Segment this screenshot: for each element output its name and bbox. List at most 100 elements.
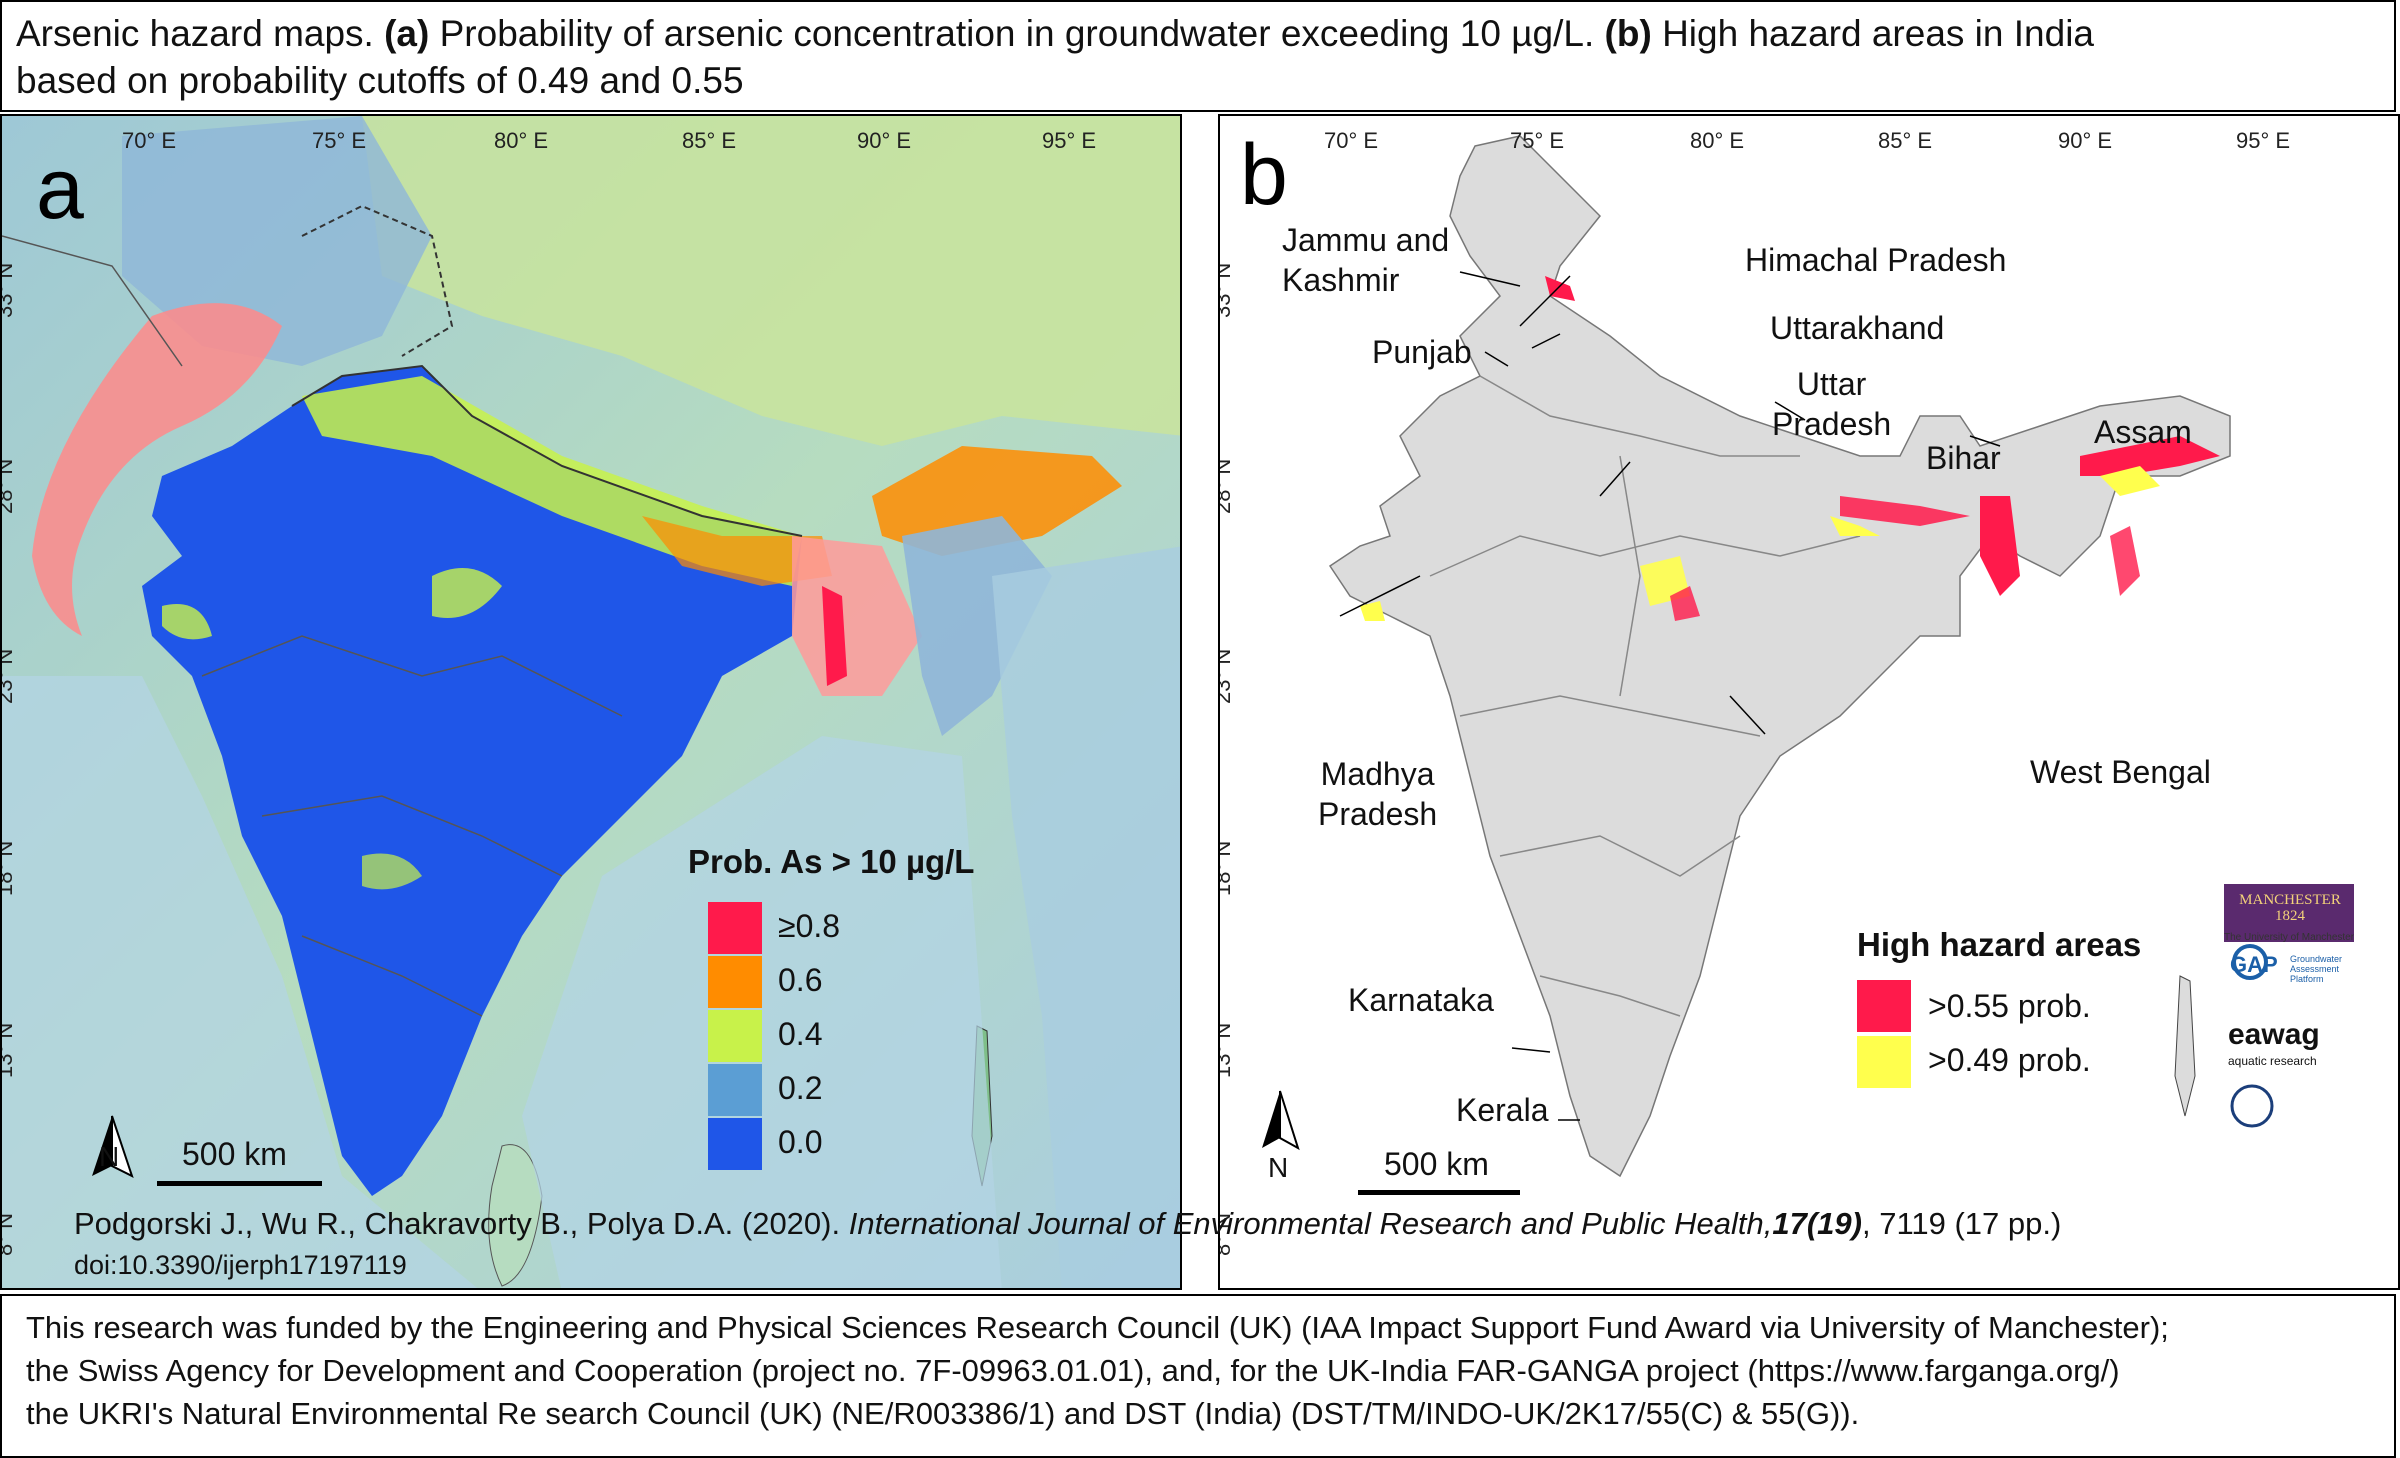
caption-b-text-1: High hazard areas in India xyxy=(1662,13,2094,54)
assam-valley xyxy=(872,446,1122,556)
north-label: N xyxy=(1268,1152,1289,1183)
legend-label: 0.6 xyxy=(778,962,823,998)
hazard-map-graphic xyxy=(1262,135,2354,1195)
label-bihar: Bihar xyxy=(1926,440,2001,476)
andaman-islands xyxy=(2174,975,2196,1117)
myanmar-region xyxy=(992,546,1180,1288)
legend-swatch xyxy=(1857,980,1911,1032)
citation-volume: 17(19) xyxy=(1772,1206,1862,1241)
leader-uttar-pradesh xyxy=(1599,461,1631,497)
lat-label: 28° N xyxy=(0,459,17,514)
lon-label: 95° E xyxy=(2236,128,2291,153)
caption-a-tag: (a) xyxy=(384,13,430,54)
caption-line-2: based on probability cutoffs of 0.49 and… xyxy=(16,60,744,101)
lat-label: 8° N xyxy=(0,1213,17,1256)
panel-a-letter: a xyxy=(36,141,84,237)
leader-madhya-pradesh xyxy=(1339,575,1421,617)
leader-assam xyxy=(1969,435,2001,447)
north-arrow-left xyxy=(92,1116,112,1176)
legend-swatch xyxy=(708,902,762,954)
legend-swatch xyxy=(708,1118,762,1170)
leader-karnataka xyxy=(1511,1047,1551,1053)
state-border xyxy=(1619,455,1641,697)
lon-label: 85° E xyxy=(1878,128,1933,153)
scale-bar xyxy=(1358,1190,1520,1195)
hazard-gujarat xyxy=(1360,601,1385,621)
panel-b-letter: b xyxy=(1240,127,1288,223)
leader-punjab xyxy=(1484,351,1509,367)
state-border-3 xyxy=(301,935,483,1017)
sri-lanka xyxy=(488,1144,543,1287)
bengal-delta xyxy=(792,536,922,696)
hazard-assam-yellow xyxy=(2100,466,2160,496)
gap-logo: GAP xyxy=(2230,952,2278,977)
label-jammu-kashmir: Jammu and Kashmir xyxy=(1282,222,1450,298)
state-border xyxy=(1539,975,1681,1017)
lat-label: 18° N xyxy=(0,841,17,896)
lon-label: 70° E xyxy=(1324,128,1379,153)
state-border xyxy=(1429,535,1861,577)
manchester-logo-year: 1824 xyxy=(2275,908,2305,924)
arabian-sea xyxy=(2,676,478,1288)
lon-label: 95° E xyxy=(1042,128,1097,153)
state-border-1 xyxy=(201,635,623,717)
caption-title: Arsenic hazard maps. xyxy=(16,13,374,54)
label-madhya-pradesh: Madhya Pradesh xyxy=(1318,756,1438,832)
himalaya-region xyxy=(122,116,432,366)
citation-journal: International Journal of Environmental R… xyxy=(848,1206,1773,1241)
lat-label: 28° N xyxy=(1218,459,1235,514)
footer-line: the UKRI's Natural Environmental Re sear… xyxy=(26,1396,1860,1431)
gap-logo-circle xyxy=(2232,944,2268,980)
lat-label: 23° N xyxy=(1218,649,1235,704)
state-border-2 xyxy=(261,795,563,877)
bihar-hotspot xyxy=(642,516,832,586)
lon-label: 70° E xyxy=(122,128,177,153)
manchester-logo-sub: The University of Manchester xyxy=(2224,932,2355,943)
north-arrow-left xyxy=(1262,1091,1280,1148)
hazard-bihar-yellow xyxy=(1830,516,1880,536)
gap-logo-sub: Groundwater Assessment Platform xyxy=(2290,954,2343,984)
legend-label: 0.4 xyxy=(778,1016,823,1052)
label-assam: Assam xyxy=(2094,414,2192,450)
legend-swatch xyxy=(708,1064,762,1116)
lon-label: 85° E xyxy=(682,128,737,153)
label-west-bengal: West Bengal xyxy=(2030,754,2211,790)
manchester-logo: MANCHESTER 1824 xyxy=(2228,892,2352,924)
northeast-hills xyxy=(902,516,1052,736)
citation-authors: Podgorski J., Wu R., Chakravorty B., Pol… xyxy=(74,1206,849,1241)
legend-label: 0.2 xyxy=(778,1070,823,1106)
hazard-west-bengal xyxy=(1980,496,2020,596)
manchester-logo-text: MANCHESTER xyxy=(2239,892,2341,908)
hazard-jk xyxy=(1545,276,1575,301)
tibet-region xyxy=(362,116,1180,446)
state-border xyxy=(1459,695,1761,737)
state-border xyxy=(1499,835,1741,877)
label-uttarakhand: Uttarakhand xyxy=(1770,310,1945,346)
footer-line: This research was funded by the Engineer… xyxy=(26,1310,2169,1345)
legend-swatch xyxy=(708,956,762,1008)
north-label: N xyxy=(99,1141,120,1172)
label-kerala: Kerala xyxy=(1456,1092,1549,1128)
eawag-logo-sub: aquatic research xyxy=(2228,1054,2317,1068)
leader-jk xyxy=(1459,271,1521,287)
scale-label: 500 km xyxy=(1384,1146,1489,1182)
central-highlight xyxy=(432,568,502,618)
lon-label: 80° E xyxy=(494,128,549,153)
hazard-central-red xyxy=(1670,586,1700,621)
legend-label: 0.0 xyxy=(778,1124,823,1160)
label-himachal-pradesh: Himachal Pradesh xyxy=(1745,242,2007,278)
hazard-bihar xyxy=(1840,496,1970,526)
figure-caption: Arsenic hazard maps. (a) Probability of … xyxy=(0,0,2396,112)
country-border-west xyxy=(2,235,183,367)
lat-label: 33° N xyxy=(1218,263,1235,318)
north-arrow-right xyxy=(111,1115,134,1178)
citation: Podgorski J., Wu R., Chakravorty B., Pol… xyxy=(74,1206,2061,1242)
label-punjab: Punjab xyxy=(1372,334,1472,370)
funding-footer: This research was funded by the Engineer… xyxy=(0,1294,2396,1458)
label-uttar-pradesh: Uttar Pradesh xyxy=(1772,366,1892,442)
lon-label: 80° E xyxy=(1690,128,1745,153)
pakistan-high-region xyxy=(32,303,282,636)
legend-title: High hazard areas xyxy=(1857,926,2142,963)
india-outline xyxy=(1328,135,2231,1178)
disputed-border xyxy=(301,204,454,357)
